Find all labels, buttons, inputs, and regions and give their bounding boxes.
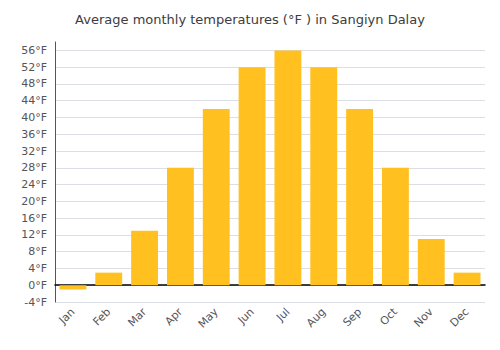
svg-text:Mar: Mar <box>125 305 149 329</box>
svg-text:56°F: 56°F <box>21 44 47 57</box>
svg-text:32°F: 32°F <box>21 145 47 158</box>
svg-text:Oct: Oct <box>377 305 400 328</box>
svg-text:May: May <box>196 305 222 331</box>
svg-text:-4°F: -4°F <box>24 296 47 309</box>
svg-text:16°F: 16°F <box>21 212 47 225</box>
svg-text:Apr: Apr <box>162 305 185 328</box>
svg-text:Feb: Feb <box>90 305 113 328</box>
svg-text:12°F: 12°F <box>21 228 47 241</box>
svg-text:Nov: Nov <box>411 305 436 330</box>
svg-text:Jun: Jun <box>235 305 257 327</box>
svg-text:48°F: 48°F <box>21 77 47 90</box>
svg-text:44°F: 44°F <box>21 94 47 107</box>
svg-text:Jul: Jul <box>273 305 292 324</box>
svg-text:40°F: 40°F <box>21 111 47 124</box>
svg-text:Aug: Aug <box>304 305 328 329</box>
svg-text:Jan: Jan <box>56 305 78 327</box>
svg-text:0°F: 0°F <box>28 279 47 292</box>
svg-text:Average monthly temperatures (: Average monthly temperatures (°F ) in Sa… <box>75 12 425 27</box>
svg-text:8°F: 8°F <box>28 245 47 258</box>
svg-text:28°F: 28°F <box>21 161 47 174</box>
svg-text:52°F: 52°F <box>21 61 47 74</box>
svg-text:36°F: 36°F <box>21 128 47 141</box>
svg-text:20°F: 20°F <box>21 195 47 208</box>
svg-text:4°F: 4°F <box>28 262 47 275</box>
svg-text:Sep: Sep <box>340 305 364 329</box>
svg-text:24°F: 24°F <box>21 178 47 191</box>
svg-text:Dec: Dec <box>447 305 471 329</box>
